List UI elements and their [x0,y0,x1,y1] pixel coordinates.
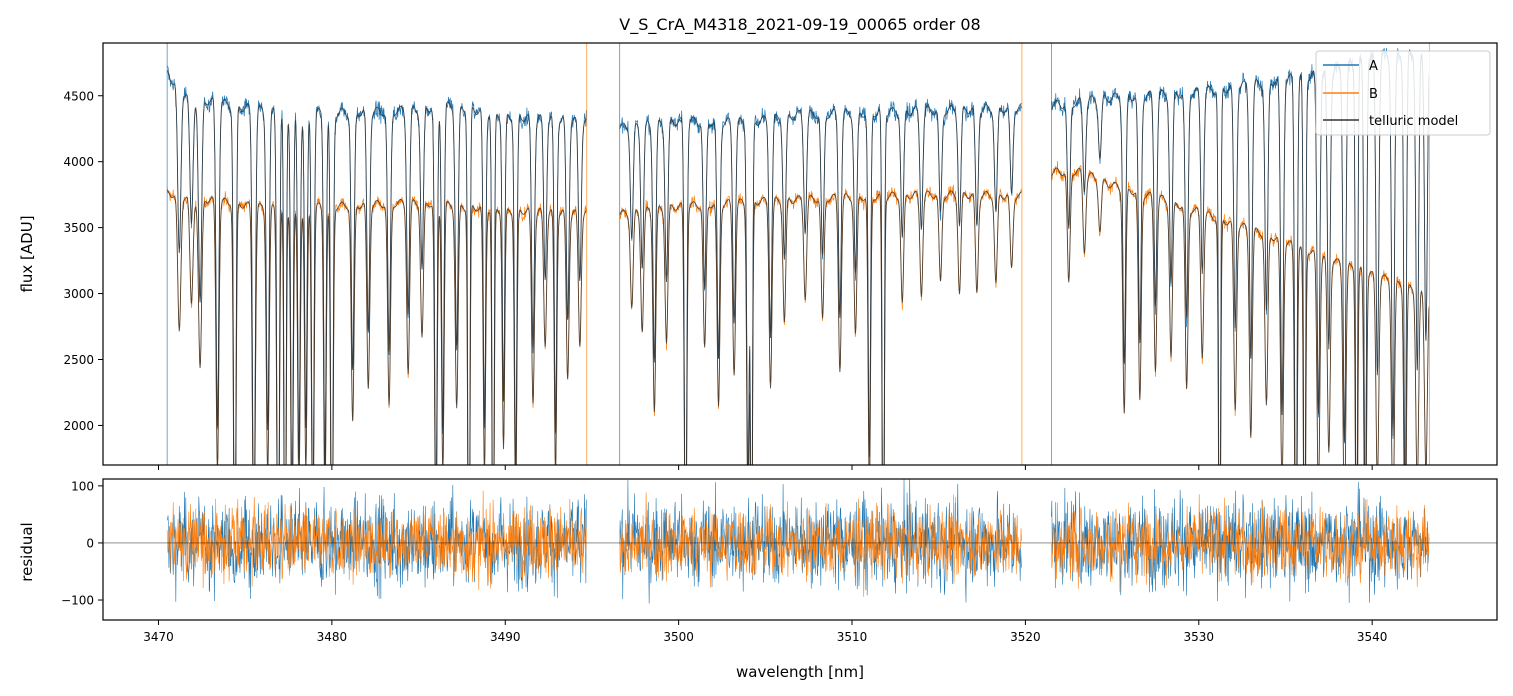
series-B-residual-line [619,492,1022,597]
telluric-model-A-line [1051,50,1430,465]
flux-y-tick-label: 4000 [63,155,94,169]
flux-y-axis-label: flux [ADU] [18,215,36,292]
legend-label-A: A [1369,59,1378,74]
flux-y-tick-label: 3000 [63,287,94,301]
residual-y-ticks: −100 0 100 [61,479,103,608]
x-tick-label: 3530 [1184,630,1215,644]
residual-x-ticks: 3470 3480 3490 3500 3510 3520 3530 3540 [143,620,1387,644]
residual-panel: −100 0 100 3470 3480 3490 3500 3510 3520 3530 354… [18,478,1498,644]
x-tick-label: 3490 [490,630,521,644]
residual-panel-frame [102,478,1498,621]
legend-label-telluric-model: telluric model [1369,114,1458,129]
series-A-residual-line [1051,481,1430,603]
chart-title: V_S_CrA_M4318_2021-09-19_00065 order 08 [619,15,980,35]
x-axis-label: wavelength [nm] [736,663,864,681]
flux-y-ticks: 2000 2500 3000 3500 4000 4500 [63,89,103,433]
telluric-model-B-line [1051,167,1430,465]
flux-panel-frame [102,42,1498,466]
legend-label-B: B [1369,87,1378,102]
residual-y-axis-label: residual [18,522,36,581]
flux-series-group [166,43,1430,465]
flux-y-tick-label: 2000 [63,419,94,433]
telluric-model-B-line [619,190,1022,465]
flux-y-tick-label: 2500 [63,353,94,367]
x-tick-label: 3480 [317,630,348,644]
telluric-model-B-line [166,189,587,465]
residual-y-tick-label: −100 [61,594,94,608]
legend: A B telluric model [1315,50,1491,136]
residual-y-tick-label: 0 [86,536,94,550]
x-tick-label: 3470 [143,630,174,644]
x-tick-label: 3520 [1010,630,1041,644]
flux-y-tick-label: 3500 [63,221,94,235]
legend-box [1315,50,1491,136]
flux-y-tick-label: 4500 [63,89,94,103]
residual-y-tick-label: 100 [71,479,94,493]
flux-panel: 2000 2500 3000 3500 4000 4500 flux [ADU] A B … [18,42,1498,470]
x-tick-label: 3540 [1357,630,1388,644]
x-tick-label: 3510 [837,630,868,644]
flux-x-ticks [157,465,1373,470]
x-tick-label: 3500 [663,630,694,644]
series-B-residual-line [166,490,587,591]
